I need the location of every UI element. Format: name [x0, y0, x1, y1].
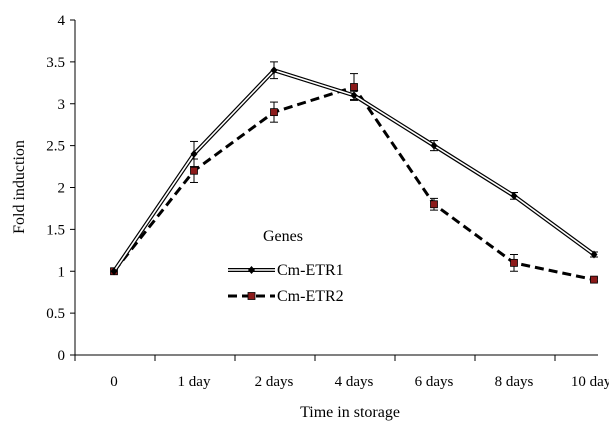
x-tick-label: 4 days: [335, 374, 374, 390]
legend-label: Cm-ETR1: [277, 262, 344, 279]
y-tick-label: 1: [58, 264, 66, 280]
legend-item-Cm-ETR2: Cm-ETR2: [228, 288, 344, 305]
series-layer: [110, 61, 598, 284]
y-tick-label: 4: [58, 13, 66, 29]
data-point: [270, 108, 278, 117]
x-axis-title: Time in storage: [300, 404, 400, 421]
y-tick-label: 2.5: [46, 139, 65, 155]
data-point: [110, 267, 118, 276]
y-tick-label: 2: [58, 181, 66, 197]
legend-item-Cm-ETR1: Cm-ETR1: [228, 262, 344, 279]
data-point: [190, 166, 198, 175]
legend-marker: [248, 266, 255, 274]
data-point: [430, 200, 438, 209]
x-tick-label: 8 days: [495, 374, 534, 390]
data-point: [350, 91, 358, 100]
x-tick-label: 10 days: [571, 374, 609, 390]
series-Cm-ETR1: [110, 61, 598, 276]
x-tick-label: 0: [110, 374, 118, 390]
legend-title: Genes: [263, 228, 303, 245]
data-point: [590, 275, 598, 284]
y-tick-label: 3.5: [46, 55, 65, 71]
data-point: [430, 141, 438, 150]
data-point: [510, 191, 518, 200]
data-point: [270, 66, 278, 75]
axes: [70, 19, 598, 361]
x-tick-label: 2 days: [255, 374, 294, 390]
data-point: [190, 150, 198, 158]
legend-marker: [247, 292, 256, 300]
x-tick-label: 6 days: [415, 374, 454, 390]
tick-labels: 0 0.5 1 1.5 2 2.5 3 3.5 4 0 1 day 2 days 4 days 6 day…: [46, 13, 609, 390]
y-tick-label: 1.5: [46, 222, 65, 238]
y-tick-label: 0: [58, 348, 66, 364]
data-point: [590, 250, 598, 259]
y-axis-title: Fold induction: [11, 140, 28, 234]
series-Cm-ETR2: [110, 73, 598, 284]
data-point: [350, 83, 358, 91]
legend: Genes Cm-ETR1 Cm-ETR2: [228, 228, 344, 305]
legend-label: Cm-ETR2: [277, 288, 344, 305]
y-tick-label: 3: [58, 97, 66, 113]
x-tick-label: 1 day: [178, 374, 211, 390]
data-point: [510, 258, 518, 267]
y-tick-label: 0.5: [46, 306, 65, 322]
series-line: [112, 85, 595, 282]
